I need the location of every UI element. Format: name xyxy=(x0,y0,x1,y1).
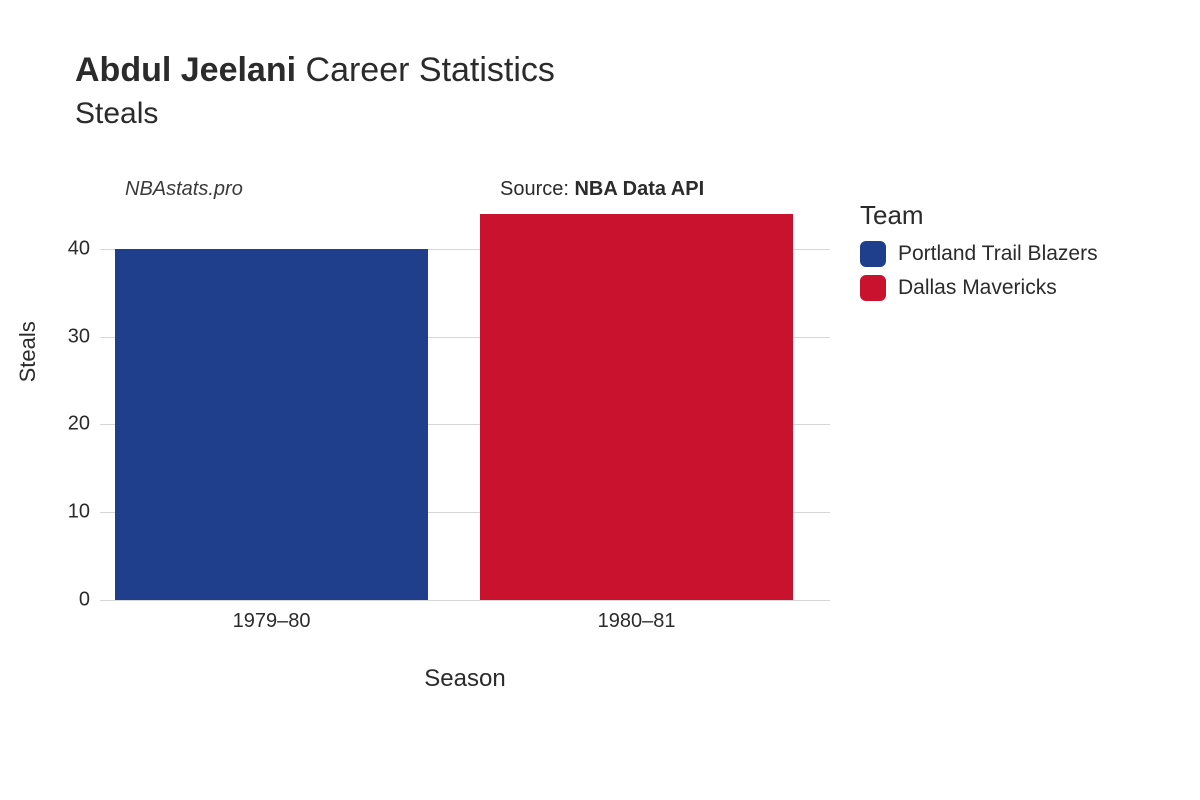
title-suffix: Career Statistics xyxy=(306,51,555,89)
legend-label: Portland Trail Blazers xyxy=(898,242,1098,266)
source-name: NBA Data API xyxy=(574,178,704,200)
y-tick-label: 30 xyxy=(40,325,90,348)
main-title: Abdul Jeelani Career Statistics xyxy=(75,50,555,91)
legend-title: Team xyxy=(860,200,1098,231)
bar xyxy=(115,249,429,600)
x-axis-label: Season xyxy=(100,665,830,693)
legend-swatch xyxy=(860,241,886,267)
x-tick-label: 1979–80 xyxy=(233,610,311,633)
source-prefix: Source: xyxy=(500,178,574,200)
y-axis-label: Steals xyxy=(15,321,41,382)
player-name: Abdul Jeelani xyxy=(75,51,296,89)
legend-item: Portland Trail Blazers xyxy=(860,241,1098,267)
y-tick-label: 40 xyxy=(40,237,90,260)
grid-line xyxy=(100,600,830,601)
legend-label: Dallas Mavericks xyxy=(898,276,1057,300)
watermark-text: NBAstats.pro xyxy=(125,178,243,201)
source-attribution: Source: NBA Data API xyxy=(500,178,704,201)
legend-swatch xyxy=(860,275,886,301)
y-tick-label: 10 xyxy=(40,501,90,524)
legend: Team Portland Trail Blazers Dallas Maveri… xyxy=(860,200,1098,309)
y-tick-label: 0 xyxy=(40,589,90,612)
legend-item: Dallas Mavericks xyxy=(860,275,1098,301)
bar xyxy=(480,214,794,600)
chart-title-block: Abdul Jeelani Career Statistics Steals xyxy=(75,50,555,131)
y-tick-label: 20 xyxy=(40,413,90,436)
x-tick-label: 1980–81 xyxy=(598,610,676,633)
chart-plot-area: 0102030401979–801980–81 xyxy=(100,205,830,600)
stat-subtitle: Steals xyxy=(75,97,555,131)
